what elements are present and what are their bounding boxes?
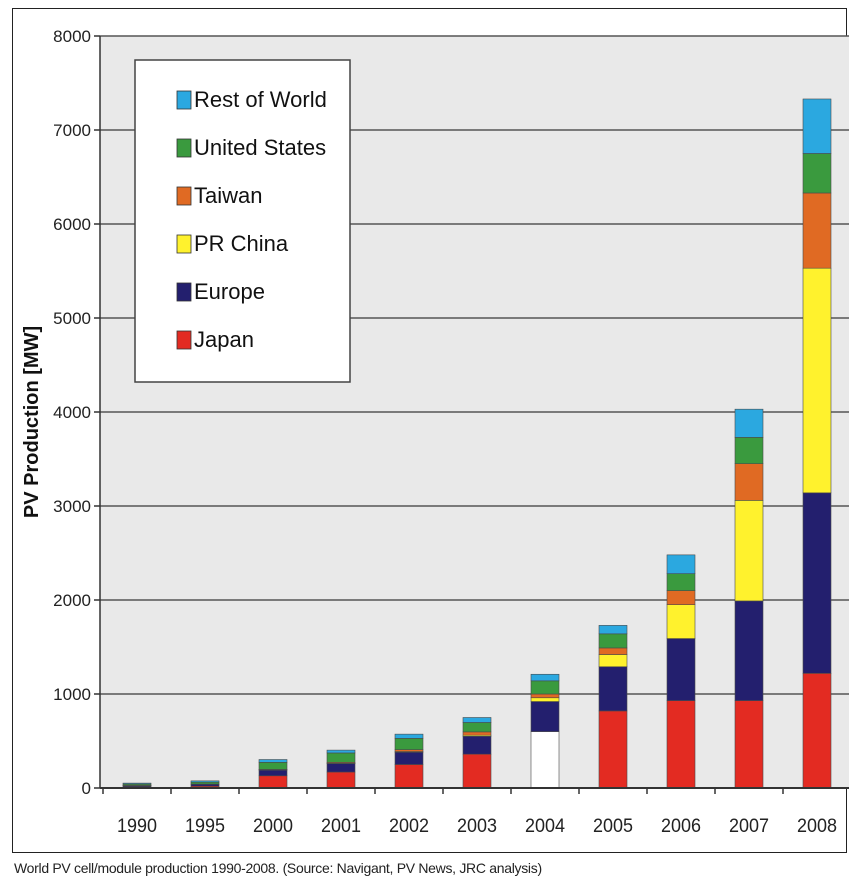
bar-japan-2001 <box>326 771 356 789</box>
legend-label: Europe <box>194 279 265 304</box>
x-tick-label: 2001 <box>321 816 361 837</box>
x-tick-label: 2006 <box>661 816 701 837</box>
bar-europe-2008 <box>802 492 832 674</box>
bar-united-states-2006 <box>666 573 696 591</box>
y-tick-label: 4000 <box>53 403 91 422</box>
bar-united-states-2007 <box>734 437 764 465</box>
bar-taiwan-2007 <box>734 463 764 501</box>
bar-pr-china-2005 <box>598 654 628 668</box>
bar-united-states-2000 <box>258 762 288 770</box>
bar-rest-of-world-1995 <box>190 780 220 783</box>
y-axis-label: PV Production [MW] <box>21 326 43 518</box>
bar-europe-2003 <box>462 735 492 755</box>
bar-rest-of-world-1990 <box>122 782 152 785</box>
bar-united-states-2005 <box>598 633 628 649</box>
bar-united-states-2001 <box>326 752 356 763</box>
x-tick-label: 2003 <box>457 816 497 837</box>
bar-rest-of-world-2002 <box>394 733 424 739</box>
legend-label: Rest of World <box>194 87 327 112</box>
bar-taiwan-2004 <box>530 693 560 699</box>
bar-united-states-2008 <box>802 153 832 194</box>
bar-europe-2002 <box>394 751 424 765</box>
y-tick-label: 3000 <box>53 497 91 516</box>
y-tick-label: 2000 <box>53 591 91 610</box>
y-tick-label: 8000 <box>53 27 91 46</box>
bar-europe-2006 <box>666 638 696 701</box>
legend-label: Taiwan <box>194 183 262 208</box>
bar-rest-of-world-2003 <box>462 717 492 723</box>
pv-production-chart: 0 1000 2000 3000 4000 5000 6000 7000 8000 PV Prod… <box>21 27 849 837</box>
bar-japan-2002 <box>394 764 424 789</box>
y-tick-label: 0 <box>82 779 91 798</box>
y-tick-label: 7000 <box>53 121 91 140</box>
y-tick-label: 5000 <box>53 309 91 328</box>
bar-rest-of-world-2006 <box>666 554 696 574</box>
x-tick-label: 2002 <box>389 816 429 837</box>
y-tick-label: 6000 <box>53 215 91 234</box>
y-tick-label: 1000 <box>53 685 91 704</box>
bar-united-states-2003 <box>462 722 492 733</box>
bar-rest-of-world-2007 <box>734 408 764 438</box>
x-tick-label: 2004 <box>525 816 565 837</box>
legend-label: PR China <box>194 231 289 256</box>
bar-rest-of-world-2004 <box>530 673 560 682</box>
bar-taiwan-2008 <box>802 192 832 269</box>
bar-japan-2003 <box>462 753 492 789</box>
bar-pr-china-2004 <box>530 697 560 702</box>
legend-swatch <box>176 330 192 350</box>
legend-swatch <box>176 282 192 302</box>
bar-europe-2000 <box>258 769 288 777</box>
bar-japan-2000 <box>258 775 288 789</box>
chart-caption: World PV cell/module production 1990-200… <box>14 860 542 876</box>
bar-rest-of-world-2000 <box>258 759 288 763</box>
legend-swatch <box>176 138 192 158</box>
bar-pr-china-2007 <box>734 500 764 602</box>
bar-united-states-2004 <box>530 680 560 695</box>
bar-japan-2006 <box>666 700 696 789</box>
x-tick-label: 1990 <box>117 816 157 837</box>
x-tick-label: 2007 <box>729 816 769 837</box>
bar-taiwan-2005 <box>598 647 628 655</box>
bar-united-states-2002 <box>394 738 424 750</box>
bar-europe-2005 <box>598 666 628 712</box>
legend-swatch <box>176 90 192 110</box>
bar-japan-2004 <box>530 731 560 789</box>
bar-europe-2001 <box>326 763 356 773</box>
bar-taiwan-2003 <box>462 731 492 736</box>
legend-swatch <box>176 234 192 254</box>
bar-japan-2007 <box>734 700 764 789</box>
bar-rest-of-world-2008 <box>802 98 832 154</box>
x-tick-label: 2005 <box>593 816 633 837</box>
bar-japan-2008 <box>802 673 832 789</box>
x-tick-label: 2008 <box>797 816 837 837</box>
bar-taiwan-2006 <box>666 590 696 605</box>
legend-swatch <box>176 186 192 206</box>
bar-pr-china-2008 <box>802 267 832 494</box>
x-tick-label: 2000 <box>253 816 293 837</box>
bar-rest-of-world-2005 <box>598 625 628 635</box>
legend-label: United States <box>194 135 326 160</box>
bar-europe-2004 <box>530 701 560 732</box>
bar-pr-china-2006 <box>666 604 696 639</box>
x-tick-label: 1995 <box>185 816 225 837</box>
legend-box <box>134 59 351 383</box>
bar-japan-2005 <box>598 710 628 789</box>
legend-label: Japan <box>194 327 254 352</box>
bar-europe-2007 <box>734 600 764 701</box>
bar-rest-of-world-2001 <box>326 749 356 754</box>
